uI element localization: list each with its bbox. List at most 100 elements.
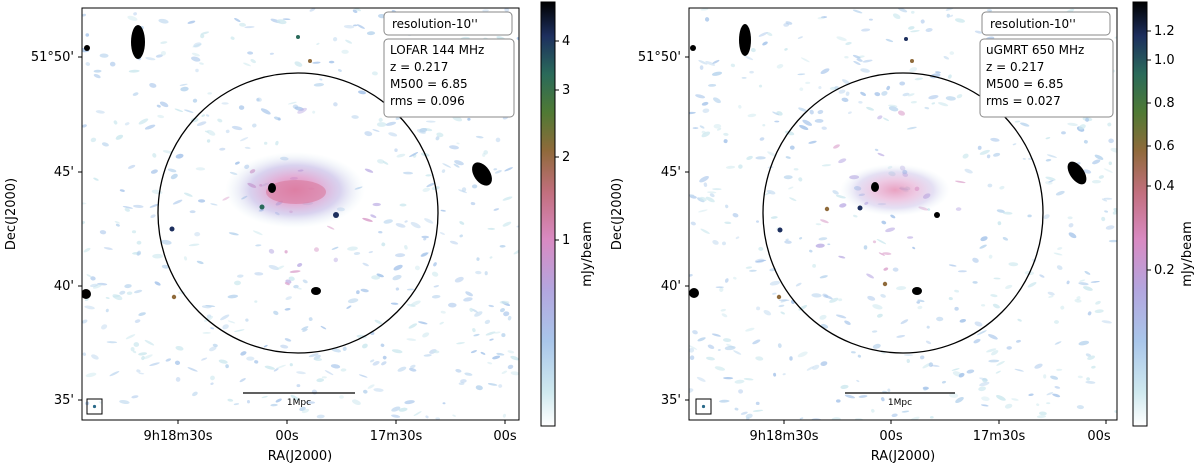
noise-speckle <box>733 276 737 280</box>
noise-speckle <box>978 386 986 392</box>
noise-speckle <box>838 255 846 259</box>
y-tick-label: 35' <box>54 393 74 408</box>
noise-speckle <box>195 167 206 171</box>
noise-speckle <box>917 305 923 310</box>
radio-halo <box>840 164 950 216</box>
noise-speckle <box>192 98 198 103</box>
noise-speckle <box>776 64 784 69</box>
colorbar-label: mJy/beam <box>1180 221 1195 286</box>
noise-speckle <box>125 334 136 340</box>
noise-speckle <box>1027 214 1032 218</box>
noise-speckle <box>695 94 706 99</box>
noise-speckle <box>312 110 316 114</box>
noise-speckle <box>901 410 910 413</box>
noise-speckle <box>501 333 506 338</box>
noise-speckle <box>502 221 512 227</box>
noise-speckle <box>1002 236 1009 241</box>
noise-speckle <box>806 366 814 371</box>
noise-speckle <box>254 360 259 364</box>
noise-speckle <box>1055 190 1065 196</box>
noise-speckle <box>507 350 515 354</box>
noise-speckle <box>376 122 387 127</box>
noise-speckle <box>382 355 387 360</box>
noise-speckle <box>1085 380 1096 384</box>
noise-speckle <box>789 145 795 150</box>
noise-speckle <box>187 20 196 24</box>
noise-speckle <box>372 202 381 207</box>
noise-speckle <box>809 249 813 253</box>
noise-speckle <box>827 243 831 246</box>
noise-speckle <box>858 395 868 398</box>
noise-speckle <box>841 97 849 102</box>
noise-speckle <box>454 276 464 283</box>
noise-speckle <box>356 290 360 295</box>
noise-speckle <box>812 263 816 268</box>
noise-speckle <box>284 338 292 342</box>
colorbar-tick-label: 2 <box>562 150 570 165</box>
noise-speckle <box>886 85 891 91</box>
noise-speckle <box>343 24 355 29</box>
noise-speckle <box>755 401 760 406</box>
noise-speckle <box>999 185 1005 190</box>
noise-speckle <box>133 342 140 347</box>
resolution-label: resolution-10'' <box>990 17 1076 31</box>
noise-speckle <box>432 350 440 354</box>
noise-speckle <box>413 411 422 417</box>
noise-speckle <box>1043 214 1050 219</box>
noise-speckle <box>972 257 979 263</box>
noise-speckle <box>1006 346 1012 350</box>
noise-speckle <box>820 361 828 366</box>
noise-speckle <box>990 294 998 298</box>
noise-speckle <box>888 106 899 112</box>
x-ticks <box>783 420 1107 424</box>
info-box <box>383 38 515 118</box>
noise-speckle <box>418 321 428 325</box>
source-compact <box>268 183 276 193</box>
noise-speckle <box>1028 393 1034 397</box>
noise-speckle <box>1008 262 1019 267</box>
noise-speckle <box>225 364 229 369</box>
noise-speckle <box>755 156 766 160</box>
noise-speckle <box>920 355 925 360</box>
noise-speckle <box>458 382 465 385</box>
noise-speckle <box>134 289 143 294</box>
noise-speckle <box>284 308 291 311</box>
noise-speckle <box>993 277 1001 280</box>
noise-speckle <box>719 287 724 292</box>
noise-speckle <box>225 129 230 134</box>
noise-speckle <box>238 105 245 110</box>
noise-speckle <box>738 104 742 109</box>
noise-speckle <box>720 308 727 312</box>
noise-speckle <box>815 243 825 248</box>
noise-speckle <box>459 234 463 238</box>
noise-speckle <box>338 69 342 72</box>
noise-speckle <box>860 91 867 96</box>
source-compact <box>311 287 321 295</box>
source-compact <box>904 37 908 41</box>
noise-speckle <box>201 114 205 117</box>
noise-speckle <box>898 8 908 13</box>
noise-speckle <box>752 409 764 412</box>
noise-speckle <box>201 305 212 309</box>
noise-speckle <box>200 34 205 39</box>
noise-speckle <box>690 221 696 226</box>
noise-speckle <box>320 325 327 330</box>
noise-speckle <box>133 204 144 208</box>
noise-speckle <box>852 9 863 14</box>
noise-speckle <box>772 111 780 116</box>
noise-speckle <box>388 132 398 137</box>
noise-speckle <box>907 93 915 97</box>
source-edge <box>689 288 699 298</box>
noise-speckle <box>878 252 885 256</box>
noise-speckle <box>784 48 788 51</box>
noise-speckle <box>312 61 321 64</box>
noise-speckle <box>260 108 271 115</box>
noise-speckle <box>1078 282 1089 286</box>
noise-speckle <box>820 219 829 224</box>
noise-speckle <box>805 81 811 85</box>
noise-speckle <box>955 207 962 211</box>
noise-speckle <box>907 236 914 239</box>
noise-speckle <box>472 328 476 333</box>
noise-speckle <box>297 263 303 267</box>
noise-speckle <box>191 56 201 62</box>
